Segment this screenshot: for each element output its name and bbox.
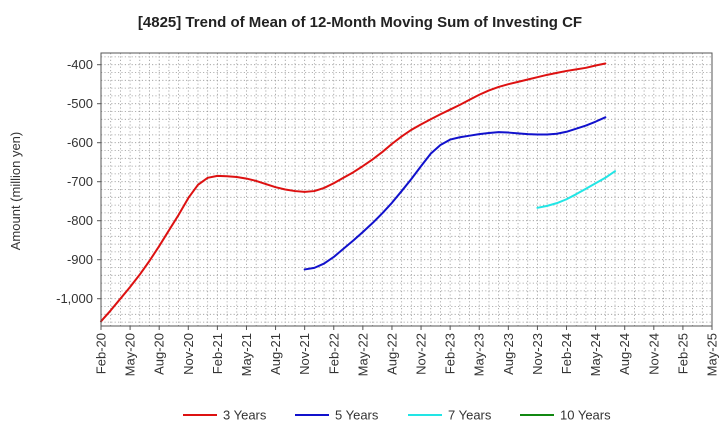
x-tick-label: May-25 (705, 333, 720, 376)
x-tick-label: May-20 (123, 333, 138, 376)
x-tick-label: May-23 (472, 333, 487, 376)
x-tick-label: Nov-20 (181, 333, 196, 375)
legend: 3 Years 5 Years 7 Years 10 Years (183, 408, 611, 423)
axes (100, 52, 713, 327)
x-tick-label: Feb-22 (326, 333, 341, 374)
y-tick-label: -1,000 (56, 291, 93, 306)
x-tick-label: Aug-21 (268, 333, 283, 375)
x-tick-label: Aug-24 (617, 333, 632, 375)
x-tick-label: Feb-24 (559, 333, 574, 374)
y-axis-label: Amount (million yen) (8, 132, 23, 251)
legend-label: 7 Years (448, 408, 492, 423)
series-line-3-years (100, 62, 607, 323)
series-line-5-years (303, 116, 607, 271)
x-tick-label: May-22 (355, 333, 370, 376)
x-tick-label: Feb-23 (443, 333, 458, 374)
y-tick-label: -400 (67, 57, 93, 72)
chart-title: [4825] Trend of Mean of 12-Month Moving … (137, 14, 583, 31)
x-tick-label: May-24 (588, 333, 603, 376)
y-tick-label: -800 (67, 213, 93, 228)
x-tick-label: Aug-22 (384, 333, 399, 375)
x-tick-label: Nov-24 (646, 333, 661, 375)
series-line-7-years (536, 170, 617, 209)
y-tick-label: -600 (67, 135, 93, 150)
legend-label: 10 Years (560, 408, 611, 423)
x-tick-label: Aug-23 (501, 333, 516, 375)
x-tick-label: Nov-23 (530, 333, 545, 375)
plot-area (101, 53, 712, 326)
plot-background (101, 53, 712, 326)
plot-border (100, 52, 713, 327)
x-tick-label: Nov-21 (297, 333, 312, 375)
x-tick-label: Feb-20 (94, 333, 109, 374)
y-tick-label: -900 (67, 252, 93, 267)
series-layer (100, 62, 617, 323)
y-tick-label: -500 (67, 96, 93, 111)
x-tick-label: Aug-20 (152, 333, 167, 375)
x-tick-label: May-21 (239, 333, 254, 376)
y-tick-label: -700 (67, 174, 93, 189)
y-tick-labels: -400 -500 -600 -700 -800 -900 -1,000 (56, 57, 101, 306)
x-tick-label: Nov-22 (414, 333, 429, 375)
x-tick-label: Feb-25 (675, 333, 690, 374)
legend-label: 5 Years (335, 408, 379, 423)
x-tick-label: Feb-21 (210, 333, 225, 374)
legend-label: 3 Years (223, 408, 267, 423)
x-tick-labels: Feb-20 May-20 Aug-20 Nov-20 Feb-21 May-21 Aug-… (94, 326, 720, 376)
